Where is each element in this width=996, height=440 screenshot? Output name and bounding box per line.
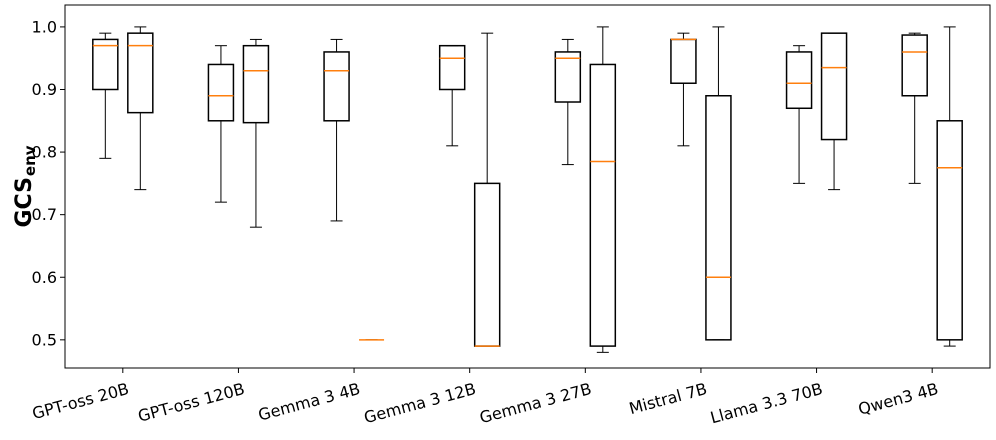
box-iqr [589, 63, 617, 347]
box-iqr [670, 38, 697, 84]
box-series-1-2 [323, 38, 350, 222]
box-series-2-1 [242, 38, 270, 228]
plot-marks [92, 26, 963, 353]
box-iqr [554, 51, 582, 103]
box-series-2-0 [127, 26, 154, 191]
x-tick-label: Llama 3.3 70B [708, 379, 824, 427]
box-series-2-6 [820, 32, 848, 191]
y-tick-label: 0.5 [32, 330, 57, 349]
box-series-2-5 [705, 26, 732, 341]
x-tick-label: Gemma 3 4B [256, 379, 362, 424]
y-tick-label: 0.6 [32, 268, 57, 287]
x-axis: GPT-oss 20B GPT-oss 120B Gemma 3 4B Gemma 3… [30, 368, 940, 427]
box-series-2-3 [473, 32, 501, 347]
box-iqr [92, 38, 119, 91]
box-iqr [785, 51, 813, 110]
y-axis-label-main: GCS [12, 177, 37, 227]
box-iqr [901, 34, 928, 97]
box-series-1-3 [438, 44, 466, 147]
box-series-1-6 [785, 45, 813, 184]
box-iqr [323, 51, 350, 122]
x-tick-label: GPT-oss 20B [30, 379, 131, 423]
box-iqr [936, 120, 963, 341]
box-iqr [473, 182, 501, 347]
box-iqr [207, 63, 235, 122]
box-series-1-5 [670, 32, 697, 147]
x-tick-label: Gemma 3 12B [362, 379, 478, 427]
box-iqr [705, 95, 732, 341]
x-tick-label: Gemma 3 27B [478, 379, 594, 427]
box-iqr [438, 44, 466, 91]
y-axis-label-subscript: env [21, 145, 39, 176]
box-series-1-0 [92, 32, 119, 159]
x-tick-label: Qwen3 4B [856, 379, 940, 419]
box-series-1-4 [554, 38, 582, 166]
y-tick-label: 0.7 [32, 205, 57, 224]
y-axis: 0.5 0.6 0.7 0.8 0.9 1.0 [32, 17, 65, 349]
box-series-2-7 [936, 26, 963, 347]
plot-frame-rect [64, 4, 991, 369]
y-tick-label: 1.0 [32, 17, 57, 36]
plot-frame [64, 4, 991, 369]
box-series-1-7 [901, 32, 928, 184]
x-tick-label: Mistral 7B [627, 379, 709, 418]
box-iqr [127, 32, 154, 114]
box-series-2-4 [589, 26, 617, 353]
box-iqr [242, 44, 270, 124]
box-series-1-1 [207, 45, 235, 203]
y-tick-label: 0.9 [32, 80, 57, 99]
y-tick-label: 0.8 [32, 143, 57, 162]
x-tick-label: GPT-oss 120B [136, 379, 247, 426]
y-axis-label: GCSenv [12, 145, 40, 227]
box-iqr [820, 32, 848, 141]
